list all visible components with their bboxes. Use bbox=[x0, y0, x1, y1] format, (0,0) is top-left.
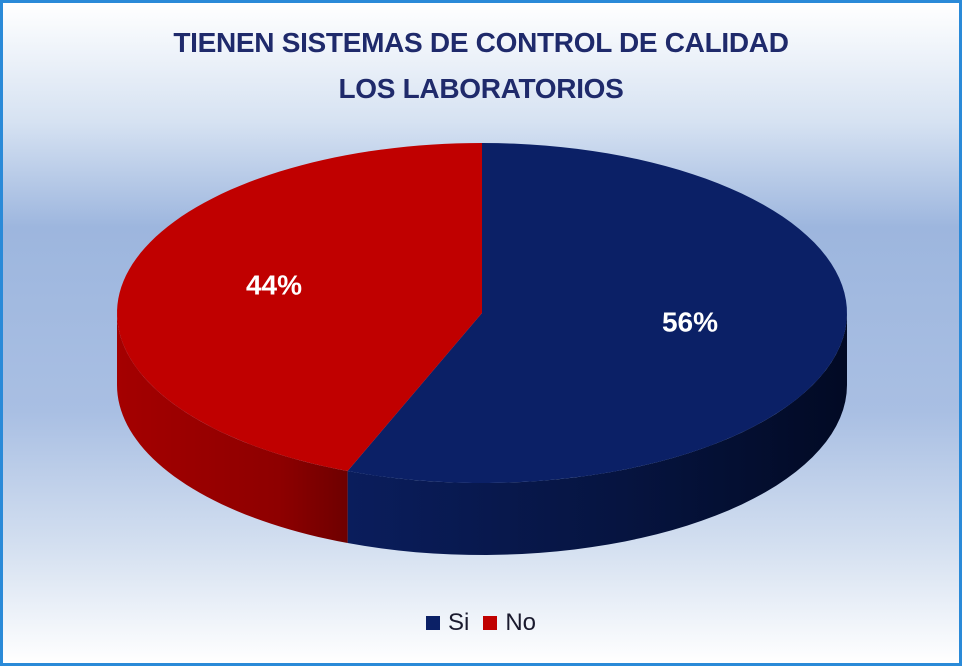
chart-title-line-2: LOS LABORATORIOS bbox=[338, 73, 624, 104]
legend-item-no: No bbox=[483, 609, 536, 637]
legend-swatch-si bbox=[425, 616, 440, 630]
pie-slice-no bbox=[117, 143, 483, 472]
legend-item-si: Si bbox=[425, 609, 470, 637]
pie-side-no bbox=[117, 313, 348, 544]
legend-swatch-no bbox=[483, 616, 498, 630]
legend-label-no: No bbox=[505, 609, 537, 636]
legend-label-si: Si bbox=[447, 609, 470, 636]
pie-side-si bbox=[347, 313, 847, 555]
pie-chart: 56% 44% bbox=[117, 143, 847, 555]
chart-title-line-1: TIENEN SISTEMAS DE CONTROL DE CALIDAD bbox=[173, 27, 789, 58]
pie-label-si: 56% bbox=[662, 307, 718, 338]
pie-label-no: 44% bbox=[246, 270, 302, 301]
pie-slice-si bbox=[347, 143, 847, 483]
legend: Si No bbox=[3, 609, 959, 637]
